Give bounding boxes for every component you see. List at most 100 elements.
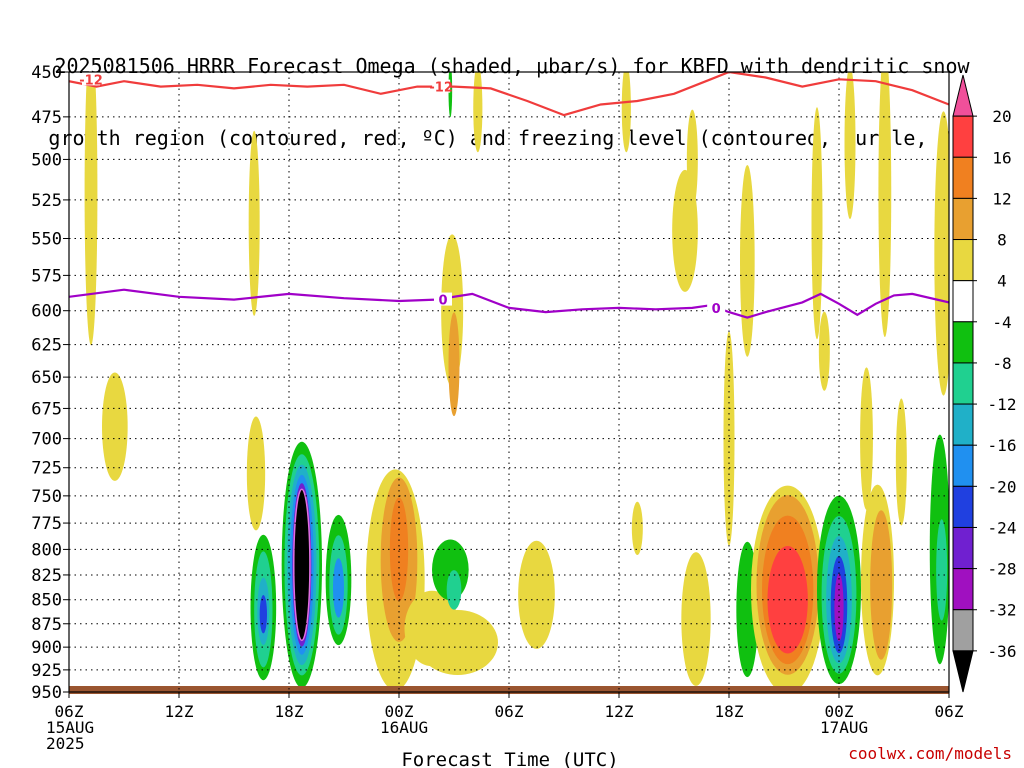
omega-region bbox=[259, 595, 268, 634]
colorbar-segment bbox=[952, 609, 974, 652]
omega-region bbox=[767, 545, 808, 654]
colorbar-label: -12 bbox=[988, 395, 1017, 414]
omega-region bbox=[473, 72, 483, 153]
x-axis-label: Forecast Time (UTC) bbox=[401, 749, 618, 768]
x-tick-label: 06Z bbox=[55, 702, 84, 721]
omega-region bbox=[448, 312, 460, 417]
colorbar-segment bbox=[952, 444, 974, 487]
site-credit: coolwx.com/models bbox=[848, 744, 1012, 763]
colorbar-label: 16 bbox=[992, 148, 1011, 167]
omega-region bbox=[834, 573, 844, 642]
colorbar-segment bbox=[952, 74, 974, 117]
y-tick-label: 500 bbox=[31, 150, 62, 170]
y-tick-label: 725 bbox=[31, 459, 62, 479]
contour-label: -12 bbox=[429, 81, 453, 96]
y-tick-label: 800 bbox=[31, 540, 62, 560]
y-tick-label: 450 bbox=[31, 63, 62, 83]
omega-region bbox=[818, 311, 830, 391]
contour-line bbox=[69, 288, 949, 319]
omega-region bbox=[844, 72, 856, 220]
y-tick-label: 925 bbox=[31, 661, 62, 681]
colorbar-label: 20 bbox=[992, 107, 1011, 126]
y-tick-label: 875 bbox=[31, 615, 62, 635]
y-tick-label: 750 bbox=[31, 487, 62, 507]
colorbar-label: -32 bbox=[988, 601, 1017, 620]
y-tick-label: 525 bbox=[31, 191, 62, 211]
x-tick-label: 00Z bbox=[385, 702, 414, 721]
y-tick-label: 825 bbox=[31, 566, 62, 586]
y-tick-label: 550 bbox=[31, 230, 62, 250]
colorbar-segment bbox=[952, 239, 974, 282]
contour-label: -12 bbox=[79, 73, 103, 88]
colorbar-label: 4 bbox=[997, 272, 1007, 291]
colorbar-segment bbox=[952, 650, 974, 693]
contour-label-bg bbox=[434, 292, 452, 306]
colorbar-segment bbox=[952, 485, 974, 528]
colorbar-segment bbox=[952, 526, 974, 570]
x-tick-label: 12Z bbox=[605, 702, 634, 721]
colorbar-segment bbox=[952, 197, 974, 241]
y-tick-label: 475 bbox=[31, 108, 62, 128]
colorbar-segment bbox=[952, 280, 974, 323]
y-tick-label: 675 bbox=[31, 399, 62, 419]
colorbar-label: -8 bbox=[992, 354, 1011, 373]
colorbar-segment bbox=[952, 362, 974, 405]
colorbar-segment bbox=[952, 115, 974, 158]
x-tick-label: 18Z bbox=[275, 702, 304, 721]
colorbar-segment bbox=[952, 321, 974, 364]
colorbar: 20 16 12 8 4 -4 -8 -12 -16 -20 -24 -28 -32 -36 bbox=[952, 74, 1017, 693]
colorbar-segment bbox=[952, 568, 974, 611]
colorbar-segment bbox=[952, 156, 974, 199]
omega-region bbox=[102, 372, 128, 481]
contour-line bbox=[69, 72, 949, 117]
y-tick-label: 575 bbox=[31, 266, 62, 286]
y-tick-label: 850 bbox=[31, 591, 62, 611]
omega-region bbox=[681, 552, 711, 686]
omega-region bbox=[293, 488, 311, 642]
x-tick-label: 18Z bbox=[715, 702, 744, 721]
contour-layer: -12 -12 0 0 bbox=[69, 72, 949, 319]
x-tick-label: 12Z bbox=[165, 702, 194, 721]
omega-region bbox=[686, 109, 698, 210]
colorbar-label: -4 bbox=[992, 313, 1011, 332]
x-tick-label: 00Z bbox=[825, 702, 854, 721]
x-tick-label: 17AUG bbox=[820, 718, 868, 737]
omega-shading-layer bbox=[84, 72, 949, 692]
omega-region bbox=[870, 510, 893, 660]
y-tick-label: 650 bbox=[31, 368, 62, 388]
omega-region bbox=[631, 501, 643, 556]
omega-region bbox=[936, 519, 948, 621]
y-tick-label: 625 bbox=[31, 336, 62, 356]
y-tick-label: 900 bbox=[31, 638, 62, 658]
omega-region bbox=[417, 610, 498, 675]
omega-region bbox=[811, 107, 823, 340]
x-tick-label: 06Z bbox=[495, 702, 524, 721]
contour-label-bg bbox=[432, 79, 451, 93]
omega-region bbox=[246, 416, 266, 531]
colorbar-label: 8 bbox=[997, 231, 1007, 250]
omega-region bbox=[740, 164, 755, 357]
gridlines bbox=[69, 72, 949, 692]
y-tick-label: 600 bbox=[31, 302, 62, 322]
colorbar-label: 12 bbox=[992, 189, 1011, 208]
omega-region bbox=[934, 111, 949, 396]
y-axis-ticks: 450 475 500 525 550 575 600 625 650 675 700 725 750 7… bbox=[31, 63, 69, 703]
colorbar-label: -24 bbox=[988, 518, 1017, 537]
colorbar-label: -20 bbox=[988, 477, 1017, 496]
contour-label: 0 bbox=[438, 294, 447, 309]
omega-region bbox=[878, 72, 892, 337]
x-tick-label: 16AUG bbox=[380, 718, 428, 737]
colorbar-label: -16 bbox=[988, 436, 1017, 455]
x-tick-label: 06Z bbox=[935, 702, 964, 721]
contour-label-bg bbox=[707, 300, 726, 314]
terrain-band bbox=[69, 686, 949, 694]
y-tick-label: 775 bbox=[31, 514, 62, 534]
omega-region bbox=[446, 570, 462, 610]
x-tick-label: 2025 bbox=[46, 734, 85, 753]
omega-region bbox=[84, 72, 98, 346]
colorbar-segment bbox=[952, 403, 974, 446]
contour-label-bg bbox=[82, 72, 100, 86]
omega-region bbox=[248, 130, 260, 316]
